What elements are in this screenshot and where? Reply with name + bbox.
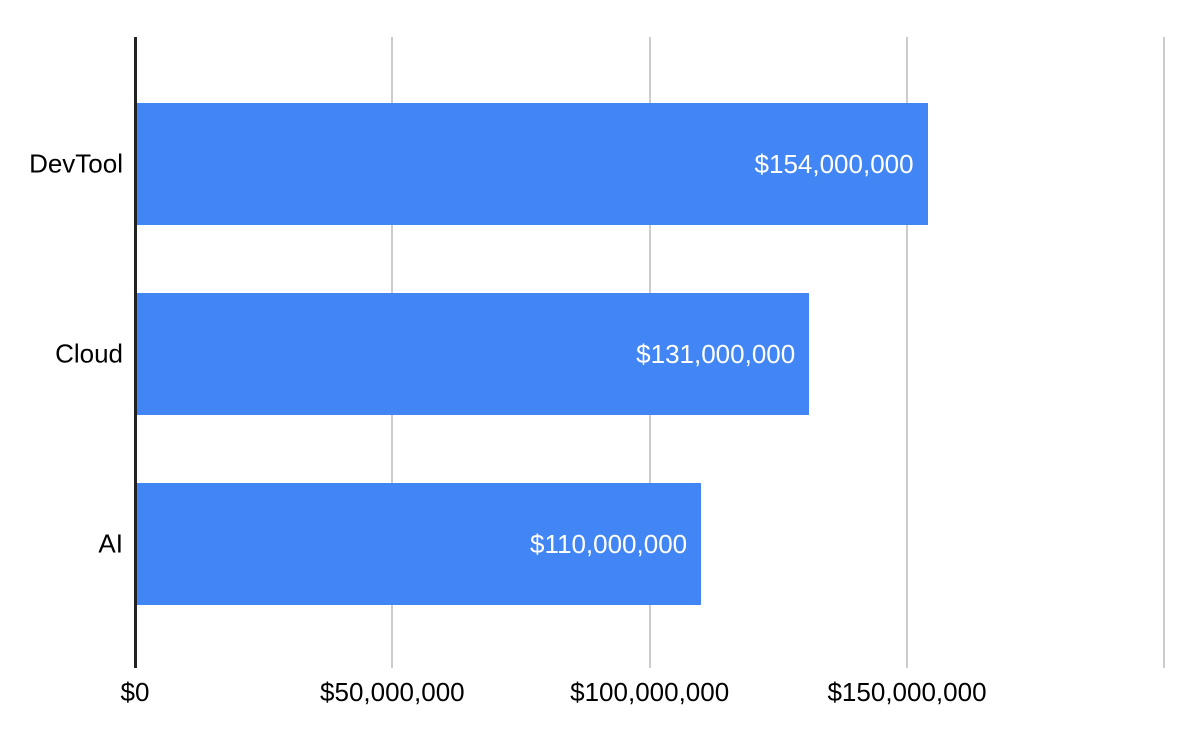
gridline: [906, 37, 908, 668]
bar-value-label: $110,000,000: [530, 528, 688, 559]
x-axis-tick-label: $0: [120, 677, 150, 707]
gridline: [1163, 37, 1166, 668]
category-label-cloud: Cloud: [55, 338, 123, 369]
x-axis-tick-label: $100,000,000: [570, 677, 730, 707]
bar-value-label: $154,000,000: [754, 148, 914, 179]
bar-devtool[interactable]: $154,000,000: [137, 103, 928, 225]
x-axis-tick-label: $150,000,000: [827, 677, 987, 707]
category-label-ai: AI: [98, 528, 123, 559]
x-axis-tick-label: $50,000,000: [320, 677, 465, 707]
category-label-devtool: DevTool: [29, 148, 123, 179]
bar-ai[interactable]: $110,000,000: [137, 483, 702, 605]
bar-cloud[interactable]: $131,000,000: [137, 293, 810, 415]
bar-value-label: $131,000,000: [636, 338, 796, 369]
y-axis-line: [133, 37, 137, 668]
